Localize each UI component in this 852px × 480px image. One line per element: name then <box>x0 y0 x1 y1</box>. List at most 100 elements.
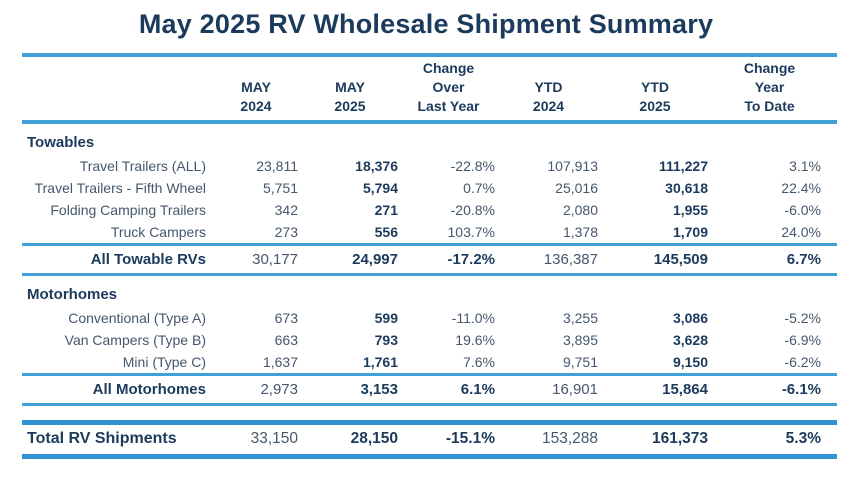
cell-change-year-to-date: -6.1% <box>710 373 837 407</box>
col-header-line: MAY <box>241 79 271 96</box>
row-label: Mini (Type C) <box>122 354 206 371</box>
col-header-line <box>497 59 600 78</box>
cell-ytd-2024: 107,913 <box>547 158 598 175</box>
cell-change-year-to-date: 24.0% <box>781 224 821 241</box>
col-header-line: Change <box>743 60 796 77</box>
cell-may-2025: 271 <box>374 202 398 219</box>
cell-change-over-last-year: -22.8% <box>450 158 495 175</box>
cell-change-over-last-year: 0.7% <box>463 180 495 197</box>
cell-change-year-to-date: 5.3% <box>710 420 837 460</box>
col-header-may-2025: MAY 2025 <box>300 53 400 125</box>
col-header-line <box>600 59 710 78</box>
cell-may-2024: 5,751 <box>262 180 298 197</box>
cell-may-2024: 342 <box>274 202 298 219</box>
cell-ytd-2025: 3,086 <box>672 310 708 327</box>
cell-may-2025: 28,150 <box>300 420 400 460</box>
col-header-line: Over <box>432 79 465 96</box>
cell-ytd-2024: 136,387 <box>497 243 600 277</box>
cell-may-2024: 673 <box>274 310 298 327</box>
table-row: Travel Trailers (ALL) 23,811 18,376 -22.… <box>22 155 837 177</box>
cell-change-over-last-year: 19.6% <box>455 332 495 349</box>
cell-change-over-last-year: 6.1% <box>400 373 497 407</box>
spacer-row <box>22 405 837 423</box>
col-header-line: YTD <box>641 79 669 96</box>
col-header-change-over-last-year: Change Over Last Year <box>400 53 497 125</box>
total-row-total-rv-shipments: Total RV Shipments 33,150 28,150 -15.1% … <box>22 420 837 460</box>
cell-ytd-2024: 3,255 <box>562 310 598 327</box>
col-header-empty <box>22 53 212 125</box>
section-header-towables: Towables <box>22 122 837 155</box>
col-header-line: 2025 <box>334 98 366 115</box>
row-label: Conventional (Type A) <box>68 310 206 327</box>
cell-change-over-last-year: 103.7% <box>447 224 495 241</box>
row-label: Travel Trailers (ALL) <box>79 158 206 175</box>
col-header-line: 2024 <box>532 98 565 115</box>
shipment-summary-table: MAY 2024 MAY 2025 Change Over Last Year … <box>22 53 837 460</box>
row-label: Total RV Shipments <box>22 420 212 460</box>
cell-may-2024: 1,637 <box>262 354 298 371</box>
col-header-line: Change <box>422 60 475 77</box>
col-header-line: Year <box>754 79 785 96</box>
cell-ytd-2024: 16,901 <box>497 373 600 407</box>
row-label: Travel Trailers - Fifth Wheel <box>34 180 206 197</box>
cell-change-year-to-date: -5.2% <box>784 310 821 327</box>
cell-ytd-2025: 15,864 <box>600 373 710 407</box>
cell-change-over-last-year: -15.1% <box>400 420 497 460</box>
row-label: All Towable RVs <box>22 243 212 277</box>
col-header-line: 2025 <box>639 98 671 115</box>
cell-may-2024: 33,150 <box>212 420 300 460</box>
row-label: All Motorhomes <box>22 373 212 407</box>
row-label: Folding Camping Trailers <box>50 202 206 219</box>
cell-change-year-to-date: -6.0% <box>784 202 821 219</box>
col-header-change-year-to-date: Change Year To Date <box>710 53 837 125</box>
col-header-ytd-2024: YTD 2024 <box>497 53 600 125</box>
cell-may-2025: 1,761 <box>362 354 398 371</box>
cell-ytd-2024: 25,016 <box>555 180 598 197</box>
cell-ytd-2025: 161,373 <box>600 420 710 460</box>
col-header-line <box>212 59 300 78</box>
cell-ytd-2025: 1,709 <box>672 224 708 241</box>
subtotal-row-all-towable-rvs: All Towable RVs 30,177 24,997 -17.2% 136… <box>22 243 837 277</box>
col-header-line <box>300 59 400 78</box>
cell-change-over-last-year: -11.0% <box>451 310 495 327</box>
cell-ytd-2024: 153,288 <box>497 420 600 460</box>
cell-may-2024: 2,973 <box>212 373 300 407</box>
cell-may-2025: 18,376 <box>355 158 398 175</box>
cell-ytd-2024: 1,378 <box>562 224 598 241</box>
table-row: Mini (Type C) 1,637 1,761 7.6% 9,751 9,1… <box>22 351 837 375</box>
cell-ytd-2025: 145,509 <box>600 243 710 277</box>
table-row: Conventional (Type A) 673 599 -11.0% 3,2… <box>22 307 837 329</box>
cell-ytd-2024: 9,751 <box>562 354 598 371</box>
cell-change-year-to-date: 6.7% <box>710 243 837 277</box>
table-row: Travel Trailers - Fifth Wheel 5,751 5,79… <box>22 177 837 199</box>
cell-ytd-2025: 30,618 <box>665 180 708 197</box>
section-title: Motorhomes <box>27 286 117 304</box>
row-label: Truck Campers <box>110 224 206 241</box>
table-row: Van Campers (Type B) 663 793 19.6% 3,895… <box>22 329 837 351</box>
header-row: MAY 2024 MAY 2025 Change Over Last Year … <box>22 53 837 125</box>
col-header-line: 2024 <box>240 98 272 115</box>
cell-change-year-to-date: -6.2% <box>784 354 821 371</box>
table-row: Truck Campers 273 556 103.7% 1,378 1,709… <box>22 221 837 245</box>
col-header-line: MAY <box>335 79 365 96</box>
cell-may-2024: 663 <box>274 332 298 349</box>
col-header-line: YTD <box>534 79 563 96</box>
cell-ytd-2025: 1,955 <box>672 202 708 219</box>
cell-may-2024: 23,811 <box>256 158 298 175</box>
cell-change-year-to-date: 3.1% <box>789 158 821 175</box>
col-header-ytd-2025: YTD 2025 <box>600 53 710 125</box>
cell-change-year-to-date: 22.4% <box>781 180 821 197</box>
cell-ytd-2025: 111,227 <box>658 158 708 175</box>
section-title: Towables <box>27 134 95 152</box>
report-title: May 2025 RV Wholesale Shipment Summary <box>138 9 714 39</box>
col-header-line: Last Year <box>417 98 480 115</box>
cell-ytd-2025: 3,628 <box>672 332 708 349</box>
cell-change-over-last-year: 7.6% <box>463 354 495 371</box>
subtotal-row-all-motorhomes: All Motorhomes 2,973 3,153 6.1% 16,901 1… <box>22 373 837 407</box>
table-row: Folding Camping Trailers 342 271 -20.8% … <box>22 199 837 221</box>
cell-may-2025: 793 <box>374 332 398 349</box>
cell-ytd-2025: 9,150 <box>672 354 708 371</box>
cell-may-2025: 556 <box>374 224 398 241</box>
cell-change-year-to-date: -6.9% <box>784 332 821 349</box>
